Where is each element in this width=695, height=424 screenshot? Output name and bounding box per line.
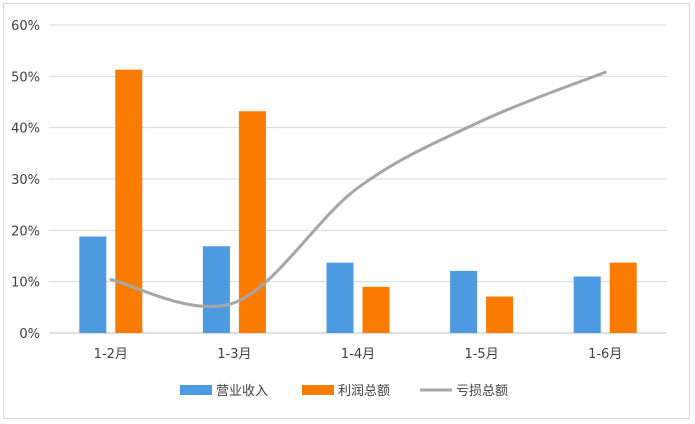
y-tick-label: 50%	[11, 70, 40, 85]
x-tick-label: 1-3月	[217, 347, 251, 362]
bar-revenue	[79, 236, 107, 333]
bar-revenue	[326, 262, 354, 333]
x-tick-label: 1-5月	[464, 347, 498, 362]
y-tick-label: 10%	[11, 276, 40, 291]
x-tick-label: 1-6月	[588, 347, 622, 362]
y-tick-label: 30%	[11, 173, 40, 188]
line-loss	[109, 70, 607, 309]
bar-revenue	[573, 276, 601, 333]
bar-profit	[362, 286, 390, 333]
legend-swatch	[180, 385, 212, 395]
bar-profit	[238, 111, 266, 334]
y-tick-label: 40%	[11, 122, 40, 137]
x-tick-label: 1-2月	[94, 347, 128, 362]
y-tick-label: 0%	[19, 327, 40, 342]
legend-swatch	[302, 385, 334, 395]
y-tick-label: 20%	[11, 224, 40, 239]
x-tick-label: 1-4月	[341, 347, 375, 362]
legend-label: 亏损总额	[456, 384, 508, 399]
legend-label: 营业收入	[216, 384, 268, 399]
bar-profit	[486, 296, 514, 333]
legend-label: 利润总额	[338, 384, 390, 399]
bar-profit	[115, 69, 143, 333]
y-tick-label: 60%	[11, 19, 40, 34]
bar-profit	[609, 262, 637, 333]
bar-revenue	[202, 246, 230, 333]
bar-revenue	[450, 270, 478, 333]
